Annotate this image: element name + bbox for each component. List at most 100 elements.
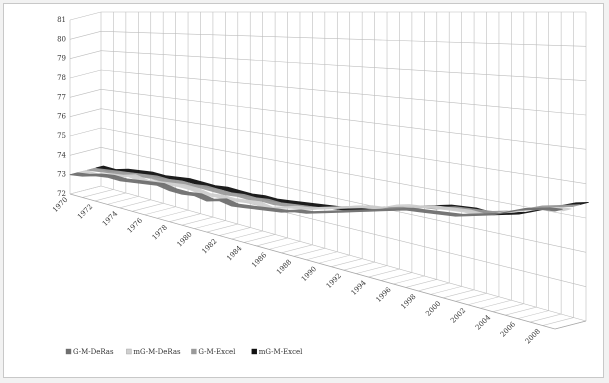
side-wall-gridline bbox=[69, 11, 102, 21]
legend-label-mG-M-Excel: mG-M-Excel bbox=[259, 348, 303, 356]
x-tick-label: 1994 bbox=[350, 278, 369, 297]
x-tick-label: 1988 bbox=[275, 258, 293, 276]
floor-gridline bbox=[107, 196, 139, 205]
y-tick-label: 72 bbox=[57, 190, 66, 198]
x-tick-label: 1982 bbox=[200, 237, 218, 255]
x-tick-label: 1980 bbox=[176, 230, 194, 248]
legend-swatch-G-M-DeRas bbox=[65, 348, 72, 355]
series-ribbon-G-M-Excel bbox=[87, 167, 581, 214]
y-tick-label: 79 bbox=[57, 55, 66, 63]
x-tick-label: 1998 bbox=[399, 293, 417, 311]
y-tick-label: 78 bbox=[57, 74, 66, 82]
x-tick-label: 1972 bbox=[76, 203, 94, 221]
floor-gridline bbox=[119, 199, 151, 209]
floor-gridline bbox=[181, 216, 213, 226]
floor-gridline bbox=[355, 265, 388, 274]
floor-gridline bbox=[443, 289, 475, 299]
y-tick-label: 81 bbox=[57, 16, 66, 24]
floor-right-edge bbox=[554, 320, 587, 330]
floor-gridline bbox=[293, 248, 325, 257]
x-tick-label: 2006 bbox=[499, 320, 518, 339]
side-wall-gridline bbox=[69, 127, 102, 137]
x-tick-label: 1974 bbox=[101, 209, 120, 228]
floor-gridline bbox=[467, 296, 500, 306]
floor-gridline bbox=[455, 293, 487, 302]
legend-swatch-mG-M-DeRas bbox=[126, 348, 132, 355]
x-tick-label: 2002 bbox=[449, 307, 467, 325]
x-tick-label: 2004 bbox=[474, 313, 493, 332]
side-wall-gridline bbox=[69, 69, 102, 79]
floor-gridline bbox=[405, 279, 437, 288]
side-wall-gridline bbox=[69, 147, 102, 156]
back-wall-gridline bbox=[100, 50, 587, 81]
back-wall-gridline bbox=[100, 127, 587, 219]
x-tick-label: 2008 bbox=[524, 327, 542, 345]
series-ribbon-G-M-DeRas bbox=[69, 172, 563, 217]
x-tick-label: 1992 bbox=[325, 272, 343, 290]
x-tick-label: 2000 bbox=[424, 300, 442, 318]
side-wall-gridline bbox=[69, 50, 102, 59]
floor-gridline bbox=[94, 192, 126, 202]
floor-gridline bbox=[517, 310, 549, 319]
x-tick-label: 1986 bbox=[250, 251, 269, 270]
floor-gridline bbox=[206, 223, 238, 233]
floor-gridline bbox=[480, 299, 512, 309]
floor-gridline bbox=[418, 282, 450, 292]
y-tick-label: 74 bbox=[57, 151, 66, 159]
y-tick-label: 73 bbox=[57, 171, 66, 179]
floor-gridline bbox=[281, 244, 313, 254]
legend-swatch-mG-M-Excel bbox=[251, 348, 258, 355]
floor-gridline bbox=[343, 261, 375, 271]
floor-gridline bbox=[306, 251, 338, 261]
floor-gridline bbox=[530, 313, 562, 323]
back-wall-gridline bbox=[100, 147, 587, 253]
legend-swatch-G-M-Excel bbox=[191, 348, 197, 355]
x-tick-label: 1978 bbox=[151, 223, 169, 241]
floor-gridline bbox=[144, 206, 176, 216]
back-wall-gridline bbox=[100, 31, 587, 47]
y-tick-label: 80 bbox=[57, 35, 66, 43]
legend-label-mG-M-DeRas: mG-M-DeRas bbox=[133, 348, 181, 356]
y-tick-label: 77 bbox=[57, 93, 66, 101]
floor-gridline bbox=[169, 213, 201, 222]
floor-gridline bbox=[331, 258, 363, 267]
floor-gridline bbox=[380, 272, 412, 281]
series-ribbon-mG-M-DeRas bbox=[78, 170, 572, 216]
line-chart-3d: 72 73 74 75 76 77 78 79 80 81 1970 1972 1974 1976 1978… bbox=[51, 11, 589, 356]
y-tick-label: 76 bbox=[57, 113, 66, 121]
floor-gridline bbox=[194, 220, 226, 229]
floor-front-edge bbox=[69, 193, 556, 330]
floor-gridline bbox=[542, 317, 574, 326]
floor-gridline bbox=[69, 185, 102, 195]
back-wall-gridline bbox=[100, 185, 587, 322]
floor-gridline bbox=[505, 306, 537, 316]
back-wall-gridline bbox=[100, 69, 587, 116]
legend-label-G-M-DeRas: G-M-DeRas bbox=[73, 348, 114, 356]
floor-gridline bbox=[132, 203, 164, 212]
floor-gridline bbox=[156, 209, 189, 219]
chart-frame: 72 73 74 75 76 77 78 79 80 81 1970 1972 1974 1976 1978… bbox=[3, 3, 604, 378]
floor-gridline bbox=[318, 254, 350, 264]
back-wall-gridline bbox=[100, 89, 587, 150]
floor-gridline bbox=[256, 237, 288, 247]
legend-label-G-M-Excel: G-M-Excel bbox=[198, 348, 236, 356]
floor-gridline bbox=[430, 286, 462, 295]
floor-gridline bbox=[244, 234, 276, 243]
x-tick-label: 1976 bbox=[126, 216, 145, 235]
back-wall-gridline bbox=[100, 108, 587, 184]
floor-gridline bbox=[492, 303, 524, 312]
floor-gridline bbox=[393, 275, 425, 285]
x-tick-label: 1970 bbox=[51, 196, 69, 214]
x-tick-label: 1996 bbox=[374, 285, 393, 304]
floor-gridline bbox=[231, 230, 263, 240]
side-wall-gridline bbox=[69, 108, 102, 117]
side-wall-gridline bbox=[69, 89, 102, 98]
x-tick-label: 1990 bbox=[300, 265, 318, 283]
floor-gridline bbox=[368, 268, 400, 278]
floor-gridline bbox=[219, 227, 251, 236]
x-tick-label: 1984 bbox=[225, 244, 244, 263]
side-wall-gridline bbox=[69, 31, 102, 40]
y-tick-label: 75 bbox=[57, 132, 66, 140]
floor-gridline bbox=[268, 241, 301, 250]
floor-gridline bbox=[82, 189, 114, 198]
